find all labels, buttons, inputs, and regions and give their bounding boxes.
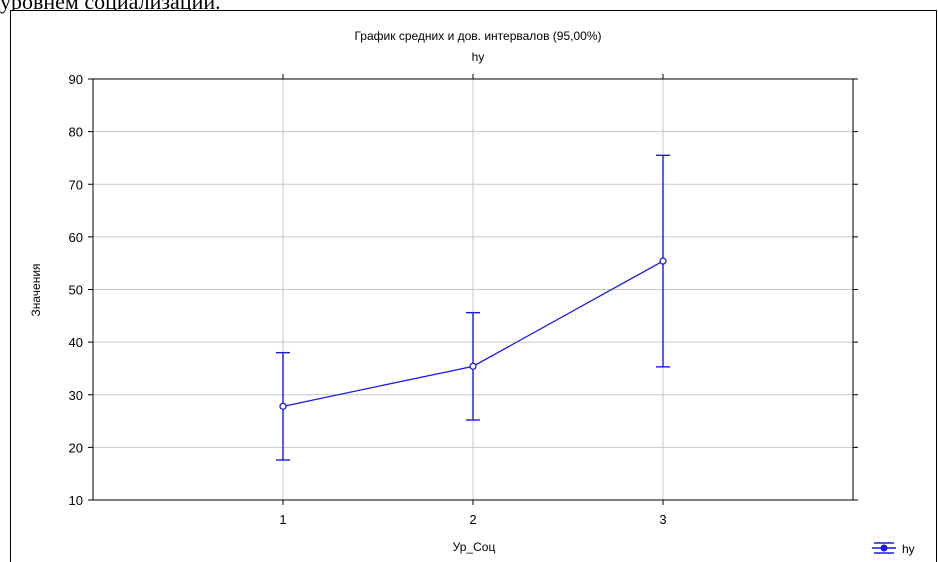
y-tick-label: 60 <box>69 230 83 245</box>
series-layer <box>276 154 670 461</box>
x-axis-label: Ур_Соц <box>453 540 496 554</box>
y-tick-label: 30 <box>69 388 83 403</box>
y-tick-label: 70 <box>69 177 83 192</box>
mean-point <box>279 402 287 410</box>
y-tick-label: 80 <box>69 125 83 140</box>
y-axis-label: Значения <box>29 263 43 316</box>
x-tick-label: 2 <box>469 512 476 527</box>
mean-point <box>659 257 667 265</box>
legend-marker <box>880 544 888 552</box>
y-tick-label: 50 <box>69 283 83 298</box>
x-tick-label: 1 <box>279 512 286 527</box>
legend: hy <box>872 542 915 556</box>
chart-title: График средних и дов. интервалов (95,00%… <box>354 29 601 43</box>
mean-point <box>469 362 477 370</box>
legend-label: hy <box>902 542 915 556</box>
chart-subtitle: hy <box>472 50 485 64</box>
y-tick-label: 20 <box>69 440 83 455</box>
y-tick-label: 40 <box>69 335 83 350</box>
y-tick-label: 90 <box>69 72 83 87</box>
x-tick-label: 3 <box>659 512 666 527</box>
y-axis-ticks: 10 20 30 40 50 60 70 80 90 <box>69 72 858 508</box>
y-tick-label: 10 <box>69 493 83 508</box>
x-axis-ticks: 1 2 3 <box>279 74 667 527</box>
